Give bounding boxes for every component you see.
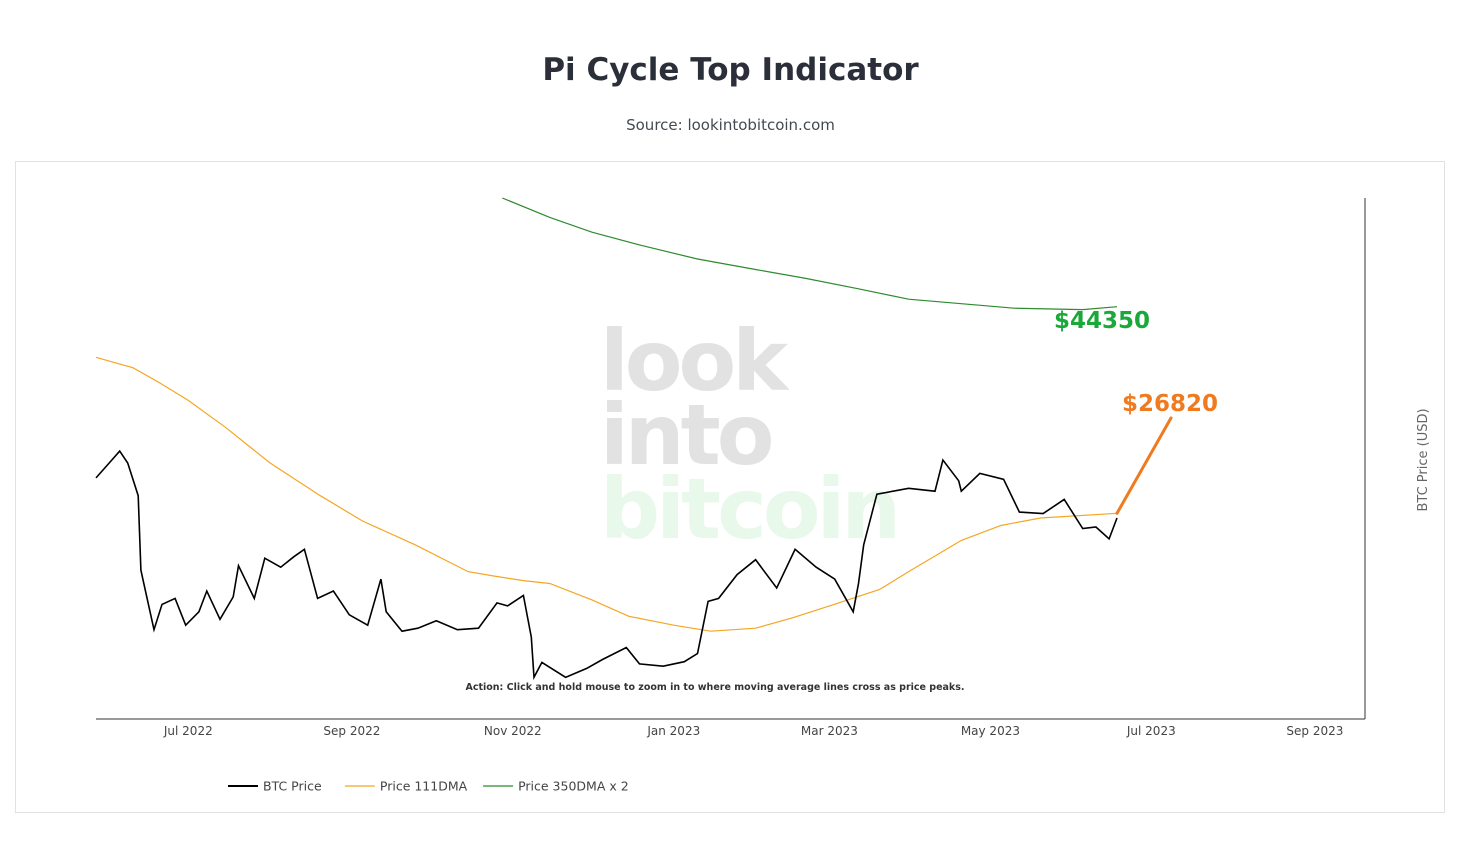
legend-item-label[interactable]: Price 111DMA bbox=[380, 779, 468, 794]
watermark-into: into bbox=[600, 386, 772, 484]
x-tick-label: May 2023 bbox=[961, 724, 1020, 738]
chart-subtitle: Source: lookintobitcoin.com bbox=[626, 116, 835, 134]
series-line-111dma[interactable] bbox=[95, 356, 1118, 632]
legend: BTC Price Price 111DMA Price 350DMA x 2 bbox=[228, 779, 629, 794]
x-tick-label: Jul 2023 bbox=[1126, 724, 1176, 738]
x-tick-label: Sep 2022 bbox=[323, 724, 380, 738]
y-axis-label: BTC Price (USD) bbox=[1416, 408, 1431, 511]
legend-item-label[interactable]: Price 350DMA x 2 bbox=[518, 779, 629, 794]
action-hint: Action: Click and hold mouse to zoom in … bbox=[465, 682, 964, 693]
x-tick-label: Nov 2022 bbox=[484, 724, 542, 738]
series-line-350dma-x2[interactable] bbox=[502, 197, 1118, 311]
annotation-arrow bbox=[1115, 416, 1173, 515]
x-tick-label: Jul 2022 bbox=[163, 724, 213, 738]
watermark-bitcoin: bitcoin bbox=[600, 460, 897, 558]
chart-title: Pi Cycle Top Indicator bbox=[542, 52, 919, 88]
annotation-111dma-value: $26820 bbox=[1122, 391, 1218, 417]
x-tick-label: Mar 2023 bbox=[801, 724, 858, 738]
annotation-350dma-value: $44350 bbox=[1054, 308, 1150, 334]
x-tick-label: Jan 2023 bbox=[646, 724, 700, 738]
x-tick-label: Sep 2023 bbox=[1286, 724, 1343, 738]
watermark: look into bitcoin bbox=[600, 312, 901, 558]
watermark-look: look bbox=[600, 312, 790, 410]
legend-item-label[interactable]: BTC Price bbox=[263, 779, 322, 794]
series-line-btc-price[interactable] bbox=[95, 449, 1118, 681]
x-axis-ticks: Jul 2022 Sep 2022 Nov 2022 Jan 2023 Mar 2023… bbox=[163, 724, 1344, 738]
chart-frame bbox=[15, 161, 1445, 813]
